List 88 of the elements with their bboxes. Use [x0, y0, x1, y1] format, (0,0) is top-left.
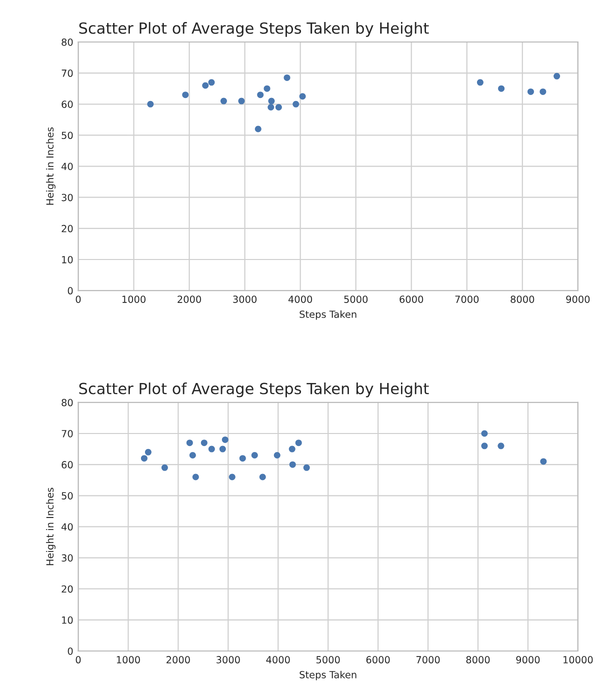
point: [274, 452, 280, 459]
point: [481, 430, 488, 437]
x-tick-label: 2000: [166, 656, 190, 664]
point: [161, 464, 168, 471]
x-tick-label: 5000: [316, 656, 340, 664]
point: [264, 85, 270, 92]
x-tick-label: 0: [76, 656, 81, 664]
y-tick-label: 0: [68, 287, 73, 294]
x-tick-label: 3000: [233, 296, 257, 303]
y-tick-label: 10: [62, 616, 73, 624]
y-tick-label: 80: [62, 38, 73, 46]
x-tick-label: 10000: [564, 656, 593, 664]
y-tick-label: 30: [62, 194, 73, 202]
y-axis-title: Height in Inches: [46, 127, 56, 205]
point: [202, 82, 209, 89]
point: [144, 448, 152, 456]
point: [527, 88, 534, 95]
point: [289, 461, 296, 468]
x-tick-label: 9000: [566, 296, 590, 303]
y-tick-label: 70: [62, 430, 73, 438]
point: [275, 104, 282, 111]
point: [268, 98, 275, 104]
point: [288, 446, 296, 452]
point: [476, 79, 484, 86]
point: [254, 126, 262, 132]
point: [228, 474, 236, 480]
chart-title: Scatter Plot of Average Steps Taken by Height: [79, 22, 429, 37]
x-tick-label: 7000: [455, 296, 479, 303]
point: [220, 98, 227, 104]
point: [222, 436, 228, 443]
x-axis-title: Steps Taken: [300, 670, 356, 680]
point: [140, 455, 148, 462]
point: [257, 92, 264, 98]
point: [554, 72, 560, 80]
y-tick-label: 20: [62, 585, 73, 593]
point: [208, 446, 215, 452]
x-tick-label: 4000: [288, 296, 312, 303]
y-tick-label: 50: [62, 132, 73, 140]
point: [299, 93, 306, 100]
y-tick-label: 40: [62, 162, 73, 170]
point: [259, 474, 266, 480]
x-tick-label: 8000: [510, 296, 534, 303]
y-tick-label: 80: [62, 398, 73, 406]
y-tick-label: 60: [62, 461, 73, 468]
x-tick-label: 3000: [216, 656, 240, 664]
point: [219, 446, 226, 452]
point: [292, 100, 300, 108]
point: [540, 458, 547, 465]
point: [303, 464, 310, 471]
point: [498, 85, 505, 92]
x-tick-label: 9000: [516, 656, 540, 664]
point: [540, 88, 546, 95]
y-tick-label: 70: [62, 70, 73, 77]
point: [481, 442, 488, 450]
x-tick-label: 7000: [416, 656, 440, 664]
y-tick-label: 20: [62, 224, 73, 232]
x-tick-label: 5000: [344, 296, 368, 303]
point: [251, 452, 258, 459]
y-tick-label: 30: [62, 554, 73, 562]
x-tick-label: 1000: [116, 656, 140, 664]
x-tick-label: 6000: [366, 656, 390, 664]
point: [147, 100, 154, 108]
x-tick-label: 8000: [466, 656, 490, 664]
y-tick-label: 10: [62, 256, 73, 264]
point: [284, 74, 290, 81]
y-tick-label: 0: [68, 647, 73, 655]
chart-title: Scatter Plot of Average Steps Taken by Height: [79, 382, 429, 398]
x-tick-label: 6000: [400, 296, 424, 303]
point: [200, 440, 208, 446]
point: [192, 474, 199, 480]
y-tick-label: 50: [62, 492, 73, 500]
y-axis-title: Height in Inches: [46, 488, 56, 566]
y-tick-label: 40: [62, 523, 73, 531]
x-tick-label: 1000: [122, 296, 146, 303]
point: [182, 92, 189, 98]
x-tick-label: 0: [76, 296, 81, 303]
point: [239, 455, 246, 462]
point: [295, 440, 302, 446]
x-axis-title: Steps Taken: [300, 310, 356, 320]
point: [238, 98, 245, 104]
point: [268, 104, 274, 111]
point: [208, 79, 215, 86]
point: [189, 452, 196, 459]
y-tick-label: 60: [62, 100, 73, 108]
x-tick-label: 2000: [178, 296, 202, 303]
point: [186, 440, 193, 446]
point: [498, 442, 504, 450]
x-tick-label: 4000: [266, 656, 290, 664]
